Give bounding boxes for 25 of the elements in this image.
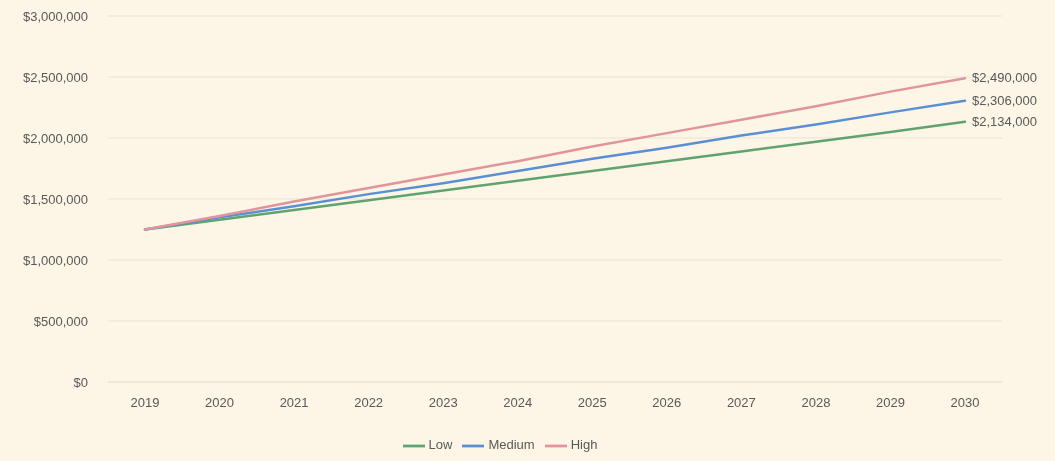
x-tick-label: 2022 bbox=[354, 395, 384, 411]
x-tick-label: 2023 bbox=[428, 395, 458, 411]
x-tick-label: 2019 bbox=[130, 395, 160, 411]
x-tick-label: 2027 bbox=[726, 395, 756, 411]
y-tick-label: $2,000,000 bbox=[22, 130, 88, 146]
x-tick-label: 2028 bbox=[801, 395, 831, 411]
x-tick-label: 2029 bbox=[875, 395, 905, 411]
y-tick-label: $3,000,000 bbox=[22, 8, 88, 24]
x-tick-label: 2030 bbox=[950, 395, 980, 411]
legend-label: High bbox=[570, 437, 598, 453]
y-tick-label: $0 bbox=[73, 374, 88, 390]
x-tick-label: 2026 bbox=[652, 395, 682, 411]
y-tick-label: $1,500,000 bbox=[22, 191, 88, 207]
x-tick-label: 2024 bbox=[503, 395, 533, 411]
legend-label: Low bbox=[428, 437, 453, 453]
data-label: $2,306,000 bbox=[972, 92, 1038, 108]
y-tick-label: $2,500,000 bbox=[22, 69, 88, 85]
x-tick-label: 2020 bbox=[205, 395, 235, 411]
legend-label: Medium bbox=[488, 437, 535, 453]
y-tick-label: $500,000 bbox=[33, 313, 88, 329]
data-label: $2,490,000 bbox=[972, 70, 1038, 86]
data-label: $2,134,000 bbox=[972, 113, 1038, 129]
x-tick-label: 2025 bbox=[577, 395, 607, 411]
y-tick-label: $1,000,000 bbox=[22, 252, 88, 268]
x-tick-label: 2021 bbox=[279, 395, 309, 411]
